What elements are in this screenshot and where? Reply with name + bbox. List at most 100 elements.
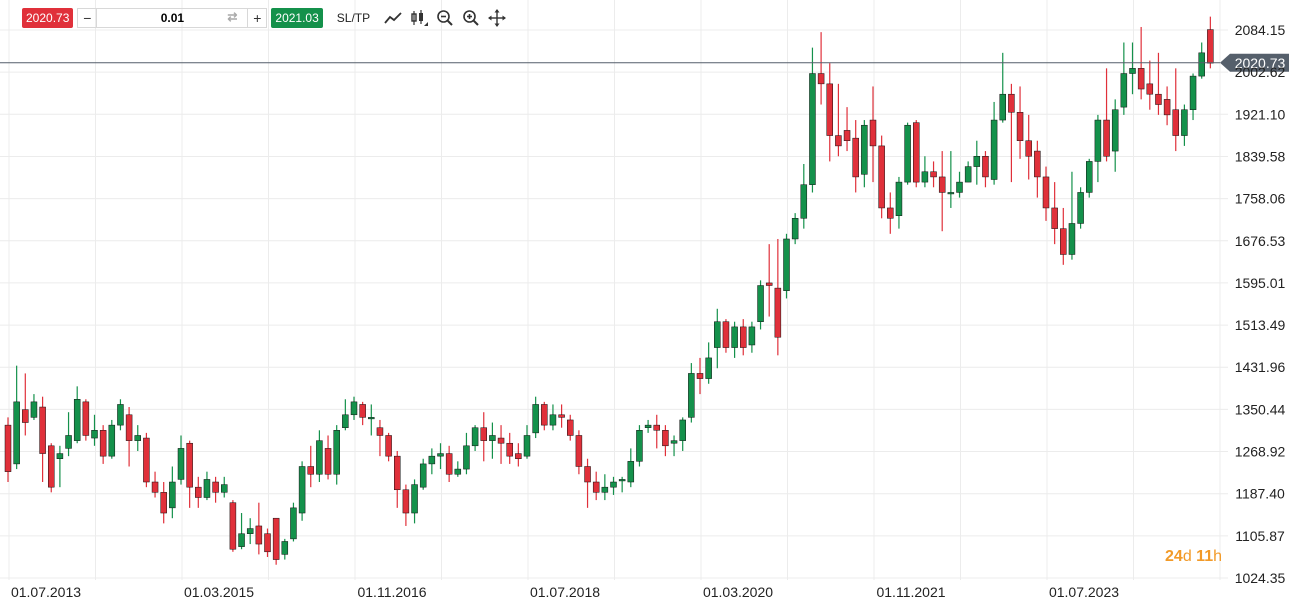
current-price-label: 2020.73 [1235,55,1286,71]
pan-icon[interactable] [486,8,508,28]
y-tick-label: 1024.35 [1235,570,1286,586]
candle [835,83,842,157]
x-tick-label: 01.11.2021 [876,584,945,600]
candle-body [221,484,228,493]
y-tick-label: 1839.58 [1235,148,1286,164]
candle-body [1146,83,1154,95]
candle [783,233,790,299]
candle-body [342,414,349,428]
candle [65,412,72,457]
y-axis: 2084.15 2002.62 1921.10 1839.58 1758.06 1676.… [1235,22,1286,586]
trade-toolbar: 2020.73 − 0.01 ⇄ + 2021.03 SL/TP [22,7,508,29]
zoom-in-icon[interactable] [460,8,482,28]
candle [714,308,721,369]
candle [1051,182,1058,245]
candle-body [333,430,340,475]
candle [333,425,340,485]
candle-body [56,453,64,459]
sltp-button[interactable]: SL/TP [336,11,371,25]
candle [1172,68,1179,152]
candle [48,443,55,493]
candle-body [428,455,436,465]
x-tick-label: 01.03.2015 [184,584,254,600]
candle-body [497,437,505,444]
quantity-field[interactable]: 0.01 ⇄ [96,9,249,27]
candle [307,445,314,488]
candle-body [541,404,548,426]
candle-body [385,435,392,457]
candle-body [558,414,565,418]
candle-body [445,453,453,475]
candle [350,396,358,420]
candle-body [982,155,989,178]
candle-body [1137,68,1145,90]
candle-body [1068,223,1076,255]
candle-body [1042,176,1050,209]
candle [1060,207,1067,265]
candle-body [688,373,695,418]
candle-body [203,479,211,498]
candle-body [1198,52,1205,77]
candle [904,122,911,185]
candle [463,432,470,475]
candle [956,171,963,198]
candle-body [722,321,730,348]
candle-body [290,507,297,540]
candle [246,518,254,545]
candle [221,476,228,498]
candle [843,107,851,152]
candlestick-icon[interactable] [408,8,430,28]
candle-body [1060,228,1067,255]
candle-body [964,166,972,183]
candle-body [575,435,583,467]
candle-body [246,528,254,534]
candle [982,151,989,188]
candle-body [1025,140,1032,157]
buy-price-button[interactable]: 2021.03 [271,8,323,28]
candle [774,238,782,356]
candle [947,151,955,208]
line-chart-icon[interactable] [382,8,404,28]
candle-body [956,181,963,193]
y-tick-label: 1921.10 [1235,106,1286,122]
y-tick-label: 1268.92 [1235,444,1286,460]
candle-body [238,533,245,547]
candle-countdown: 24d 11h [1165,548,1222,566]
candle-body [835,135,842,147]
candle [151,471,159,498]
candle-body [91,430,98,439]
candle-body [809,73,816,185]
candle-body [601,486,609,493]
x-tick-label: 01.03.2020 [703,584,773,600]
increase-button[interactable]: + [253,10,262,26]
y-tick-label: 1513.49 [1235,317,1286,333]
candle-body [402,489,410,514]
candle [869,86,877,183]
zoom-out-icon[interactable] [434,8,456,28]
candle-body [861,124,868,175]
candle [584,458,591,508]
countdown-days-unit: d [1182,548,1192,565]
candle [679,417,686,451]
candle [541,401,548,431]
candle-body [298,466,306,514]
candle-body [359,404,366,418]
candle [117,399,124,431]
swap-icon[interactable]: ⇄ [227,10,238,24]
candle-body [82,401,90,436]
quantity-value: 0.01 [160,11,185,25]
candle [368,404,375,436]
candle [1077,187,1084,229]
candle [428,448,436,475]
candle [938,151,946,232]
candle-body [4,424,12,472]
candle-body [1111,109,1119,152]
candle-body [627,461,635,483]
candle-body [186,442,193,488]
candle [480,412,487,462]
countdown-hours: 11 [1196,548,1214,565]
x-axis: 01.07.2013 01.03.2015 01.11.2016 01.07.2018… [11,584,1119,600]
decrease-button[interactable]: − [83,10,92,26]
sell-price-button[interactable]: 2020.73 [22,8,74,28]
